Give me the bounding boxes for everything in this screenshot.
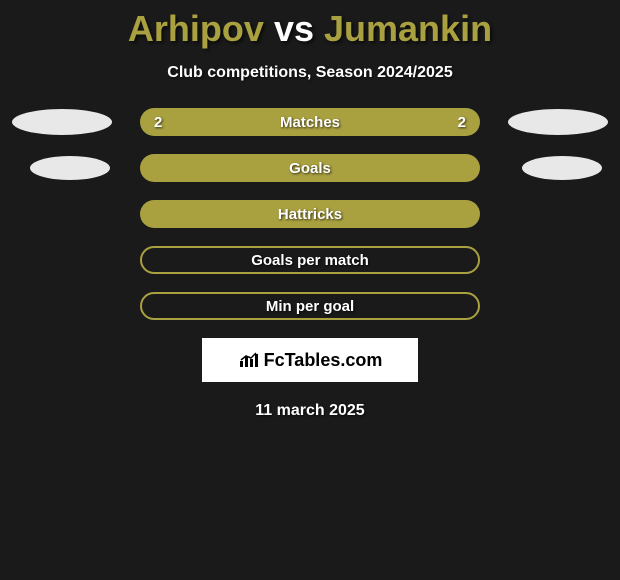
stat-bar: Min per goal [140,292,480,320]
logo-text: FcTables.com [264,350,383,371]
player1-name: Arhipov [128,8,264,49]
ellipse-left [12,109,112,135]
stat-row: 2 Matches 2 [0,108,620,136]
player2-name: Jumankin [324,8,492,49]
page-title: Arhipov vs Jumankin [128,8,492,50]
stat-label: Goals per match [251,252,369,269]
stat-row: Goals [0,154,620,182]
ellipse-left [30,156,110,180]
stats-rows: 2 Matches 2 Goals Hattricks Goals per match Mi… [0,108,620,320]
chart-icon [238,351,260,369]
subtitle: Club competitions, Season 2024/2025 [167,64,452,82]
vs-word: vs [274,8,314,49]
stat-label: Matches [280,114,340,131]
stat-value-left: 2 [154,114,162,131]
stat-bar: Hattricks [140,200,480,228]
stat-row: Goals per match [0,246,620,274]
stat-bar: Goals per match [140,246,480,274]
stat-row: Hattricks [0,200,620,228]
stat-value-right: 2 [458,114,466,131]
stat-label: Goals [289,160,331,177]
stat-row: Min per goal [0,292,620,320]
comparison-card: Arhipov vs Jumankin Club competitions, S… [0,0,620,580]
ellipse-right [522,156,602,180]
stat-label: Min per goal [266,298,354,315]
date-text: 11 march 2025 [255,402,364,420]
stat-bar: Goals [140,154,480,182]
logo-box[interactable]: FcTables.com [202,338,418,382]
stat-bar: 2 Matches 2 [140,108,480,136]
ellipse-right [508,109,608,135]
stat-label: Hattricks [278,206,342,223]
